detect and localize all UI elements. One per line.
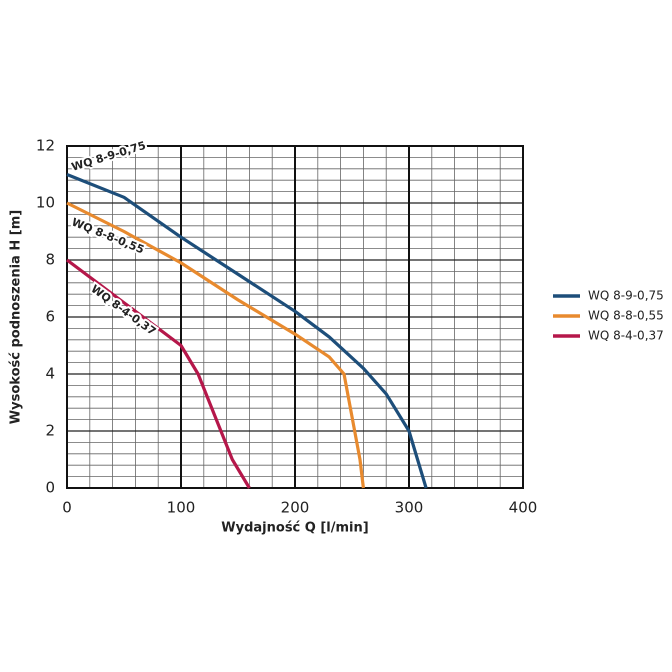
y-tick-label: 8 — [45, 251, 55, 269]
x-tick-label: 300 — [395, 499, 424, 517]
x-tick-label: 200 — [281, 499, 310, 517]
y-tick-label: 6 — [45, 308, 55, 326]
x-tick-label: 100 — [167, 499, 196, 517]
series-line — [66, 258, 251, 489]
legend-label: WQ 8-8-0,55 — [588, 309, 664, 323]
series-line — [66, 201, 365, 489]
x-tick-label: 400 — [509, 499, 538, 517]
x-tick-label: 0 — [62, 499, 72, 517]
y-tick-label: 2 — [45, 422, 55, 440]
legend-label: WQ 8-9-0,75 — [588, 289, 664, 303]
x-axis-label: Wydajność Q [l/min] — [221, 521, 368, 536]
series-line — [66, 173, 428, 489]
y-tick-label: 0 — [45, 479, 55, 497]
y-tick-label: 4 — [45, 365, 55, 383]
y-tick-label: 10 — [36, 194, 55, 212]
y-axis-label: Wysokość podnoszenia H [m] — [9, 210, 24, 424]
plot-frame — [66, 145, 524, 489]
legend-label: WQ 8-4-0,37 — [588, 329, 664, 343]
y-tick-label: 12 — [36, 137, 55, 155]
